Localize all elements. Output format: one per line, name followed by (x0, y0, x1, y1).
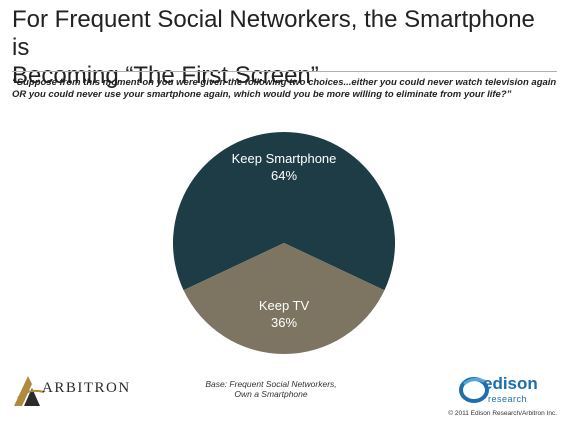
slice-value-keep-smartphone: 64% (271, 168, 297, 183)
slice-label-keep-smartphone: Keep Smartphone (232, 151, 337, 166)
edison-swirl-icon (459, 377, 489, 403)
arbitron-logo: ARBITRON (10, 370, 129, 410)
slice-label-keep-tv: Keep TV (259, 298, 310, 313)
edison-logo: edison research (458, 372, 558, 410)
arbitron-mark-icon (14, 376, 45, 406)
base-note: Base: Frequent Social Networkers, Own a … (196, 379, 346, 399)
slide-title: For Frequent Social Networkers, the Smar… (12, 6, 557, 90)
edison-subtitle: research (488, 394, 528, 404)
slice-value-keep-tv: 36% (271, 315, 297, 330)
survey-question: “Suppose from this moment on you were gi… (12, 77, 557, 100)
pie-slice-keep-smartphone (173, 132, 395, 291)
pie-slice-keep-tv (183, 243, 385, 354)
base-note-line-2: Own a Smartphone (234, 389, 308, 399)
edison-wordmark: edison (483, 374, 538, 393)
base-note-line-1: Base: Frequent Social Networkers, (205, 379, 337, 389)
title-line-1: For Frequent Social Networkers, the Smar… (12, 6, 535, 61)
arbitron-wordmark: ARBITRON (42, 380, 131, 396)
copyright-notice: © 2011 Edison Research/Arbitron Inc. (448, 410, 557, 417)
title-divider (12, 71, 557, 72)
title-line-2: Becoming “The First Screen” (12, 62, 319, 89)
